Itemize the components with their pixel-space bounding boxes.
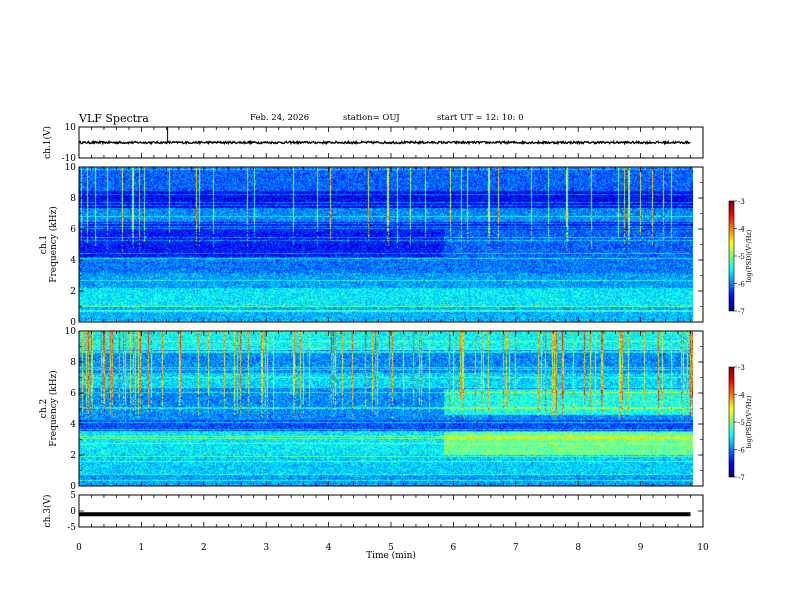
figure-title: VLF Spectra: [79, 112, 149, 125]
panel-frame-3: [78, 330, 704, 487]
colorbar-tick: -3: [738, 364, 745, 372]
xtick-label: 7: [513, 543, 519, 553]
ch2-spectrogram: [79, 331, 693, 486]
ytick-label: 2: [70, 287, 76, 297]
colorbar-label: log(PSD)(V²/Hz): [745, 229, 753, 282]
xtick-label: 9: [638, 543, 644, 553]
xtick-label: 6: [451, 543, 457, 553]
xtick-label: 0: [76, 543, 82, 553]
colorbar-tick: -6: [738, 281, 745, 289]
ylabel-2: ch.1Frequency (kHz): [39, 206, 59, 283]
ch1-trace: [78, 139, 691, 146]
colorbar-tick: -4: [738, 226, 745, 234]
ytick-label: 8: [70, 194, 76, 204]
ylabel-4: ch.3(V): [42, 495, 53, 528]
xaxis-label: Time (min): [366, 550, 416, 561]
xtick-label: 2: [201, 543, 207, 553]
colorbar-tick: -7: [738, 474, 745, 482]
ylabel-3: ch.2Frequency (kHz): [39, 370, 59, 447]
ytick-label: 6: [70, 389, 76, 399]
xtick-label: 5: [388, 543, 394, 553]
ytick-label: 4: [70, 256, 76, 266]
colorbar-tick: -5: [738, 419, 745, 427]
ch1-spectrogram: [79, 167, 693, 322]
ytick-label: 0: [70, 482, 76, 492]
ytick-label: 0: [70, 318, 76, 328]
colorbar-tick: -6: [738, 447, 745, 455]
colorbar-label: log(PSD)(V²/Hz): [745, 395, 753, 448]
header-start-time: start UT = 12: 10: 0: [437, 113, 524, 123]
colorbar-tick: -5: [738, 253, 745, 261]
xtick-label: 10: [697, 543, 709, 553]
ch2-colorbar: [729, 367, 734, 477]
ytick-label: 6: [70, 225, 76, 235]
xtick-label: 3: [263, 543, 269, 553]
ytick-label: 8: [70, 358, 76, 368]
header-station: station= OUJ: [343, 113, 400, 123]
header-date: Feb. 24, 2026: [250, 113, 310, 123]
colorbar-tick: -3: [738, 198, 745, 206]
ytick-label: 4: [70, 420, 76, 430]
ytick-label: 10: [65, 163, 77, 173]
xtick-label: 8: [575, 543, 581, 553]
colorbar-tick: -7: [738, 308, 745, 316]
xtick-label: 4: [326, 543, 332, 553]
ytick-label: 2: [70, 451, 76, 461]
ylabel-1: ch.1(V): [42, 126, 53, 159]
ytick-label: -5: [67, 523, 76, 533]
ytick-label: 10: [65, 327, 77, 337]
ytick-label: -10: [62, 154, 77, 164]
ch1-colorbar: [729, 201, 734, 311]
xtick-label: 1: [139, 543, 145, 553]
ytick-label: 0: [70, 507, 76, 517]
colorbar-tick: -4: [738, 392, 745, 400]
ytick-label: 10: [65, 123, 77, 133]
ytick-label: 5: [70, 491, 76, 501]
panel-frame-2: [78, 166, 704, 323]
